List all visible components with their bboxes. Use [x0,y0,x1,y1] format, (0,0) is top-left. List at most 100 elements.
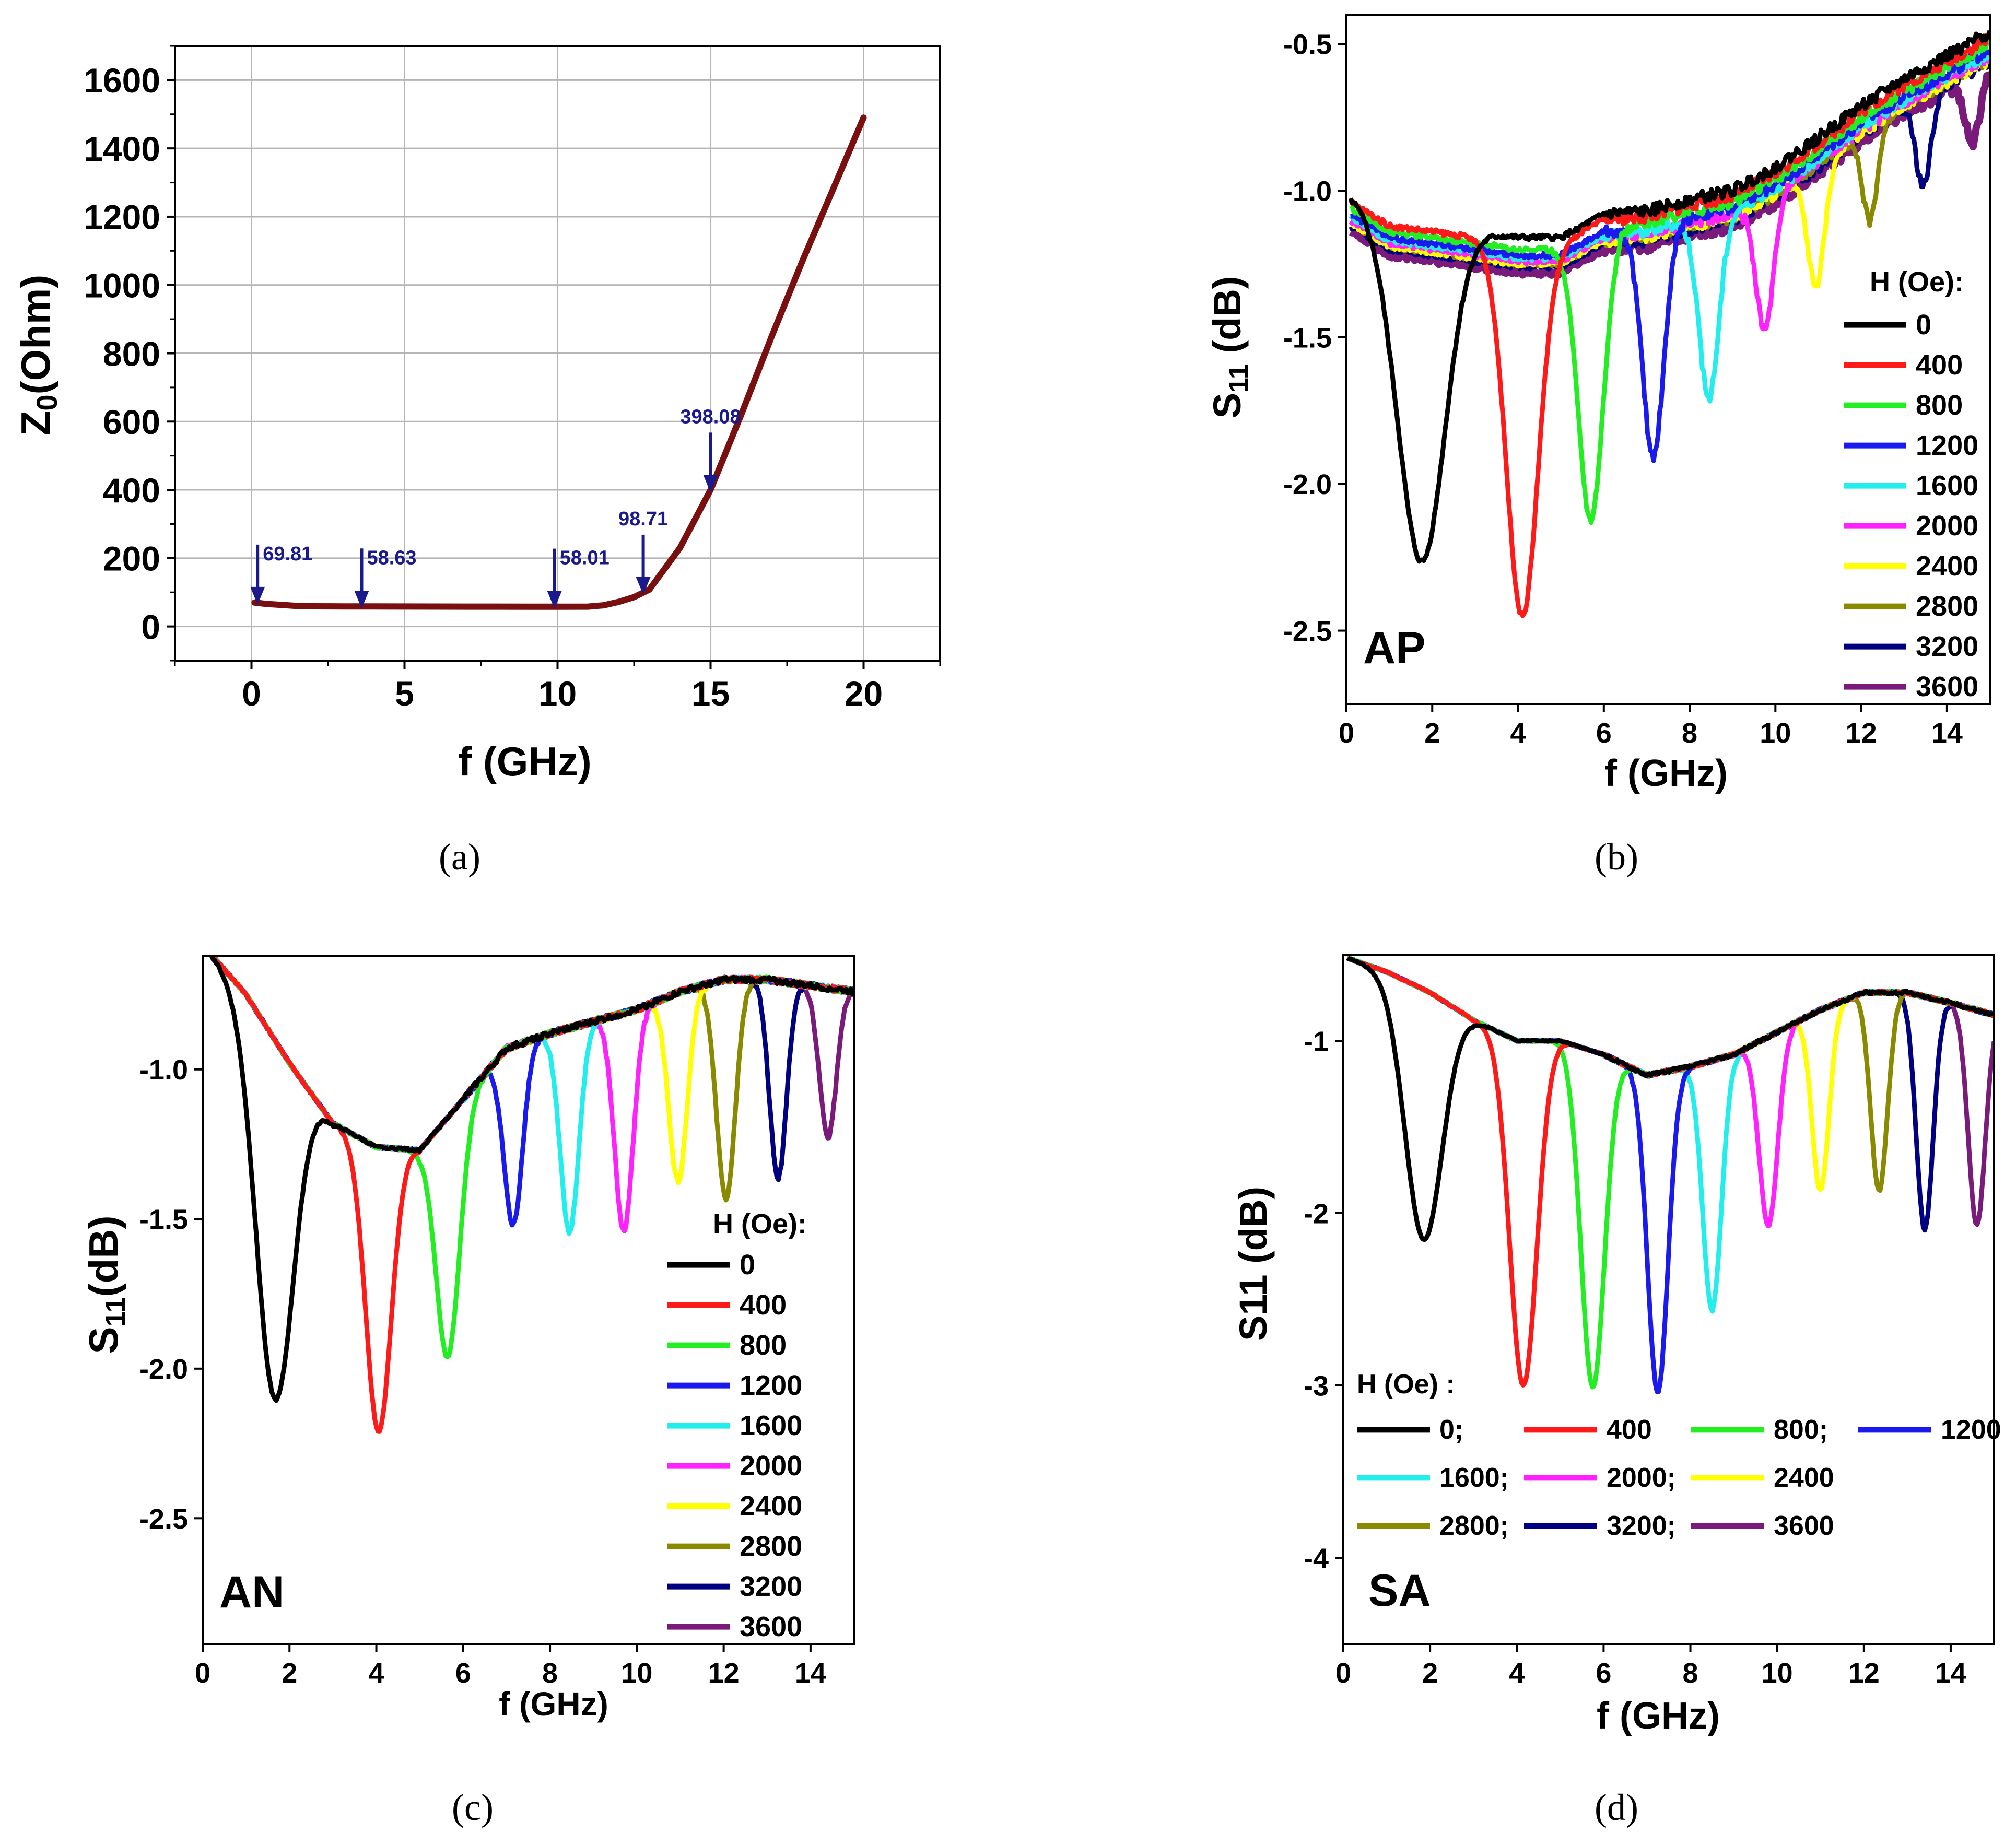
c-legend-label: 3200 [740,1571,802,1602]
d-xtick-label: 0 [1335,1658,1351,1689]
b-legend-label: 2000 [1916,510,1978,542]
c-legend-label: 2400 [740,1490,802,1522]
b-plot-frame [1345,14,1991,705]
b-series-h1600 [1349,49,1990,404]
c-ytick-label: -2.5 [139,1503,188,1535]
c-xtick-label: 2 [282,1658,297,1689]
c-legend-title: H (Oe): [713,1208,807,1240]
d-ytick-label: -3 [1304,1370,1329,1402]
a-xlabel: f (GHz) [458,738,592,784]
a-ytick-label: 600 [103,403,160,441]
d-series-h0 [1346,956,1994,1242]
d-legend-title: H (Oe) : [1357,1369,1455,1400]
panel-c-an-chart: 0 2 4 6 8 10 12 14 -2.5 -2.0 -1.5 -1.0 H (Oe): 0 400 8… [80,955,855,1723]
a-xtick-label: 10 [538,674,577,713]
d-legend-label: 3200; [1607,1511,1676,1541]
d-ylabel: S11 (dB) [1232,1186,1275,1341]
d-series-clip-group [1346,955,1994,1394]
d-legend-label: 2800; [1439,1511,1509,1541]
b-xtick-label: 6 [1596,718,1612,749]
c-legend-label: 3600 [740,1611,802,1642]
c-xtick-label: 10 [621,1658,652,1689]
c-legend-label: 1200 [740,1370,802,1401]
c-xtick-label: 12 [708,1658,740,1689]
b-legend-label: 3600 [1916,671,1978,702]
caption-c: (c) [452,1787,494,1828]
d-legend-label: 0; [1439,1415,1463,1445]
a-ytick-label: 800 [103,334,160,373]
d-axes: 0 2 4 6 8 10 12 14 -4 -3 -2 -1 [1304,954,1995,1689]
b-xtick-label: 14 [1931,718,1963,749]
b-xtick-label: 4 [1510,718,1526,749]
a-annotation-arrowhead [250,586,265,605]
a-annotation-arrowhead [354,591,369,609]
b-xtick-label: 2 [1424,718,1440,749]
b-xlabel: f (GHz) [1604,753,1728,794]
d-xtick-label: 10 [1762,1658,1793,1689]
d-xtick-label: 8 [1683,1658,1698,1689]
c-xtick-label: 8 [542,1658,558,1689]
d-xlabel: f (GHz) [1597,1695,1720,1737]
panel-d-sa-chart: 0 2 4 6 8 10 12 14 -4 -3 -2 -1 H (Oe) : 0; 400 800; 120… [1232,954,2001,1737]
b-legend-label: 0 [1916,309,1931,340]
c-series [207,956,854,1434]
b-legend-label: 1200 [1916,430,1978,461]
a-ytick-label: 200 [103,539,160,578]
a-ytick-label: 1000 [84,266,160,304]
c-xtick-label: 4 [369,1658,384,1689]
caption-b: (b) [1595,836,1638,878]
a-series-z0-line [251,114,867,610]
a-ytick-label: 400 [103,471,160,510]
a-ytick-label: 0 [141,607,160,646]
a-ytick-label: 1400 [84,130,160,168]
b-legend-title: H (Oe): [1870,266,1964,298]
c-ytick-label: -2.0 [139,1354,188,1385]
d-legend-label: 400 [1607,1415,1652,1445]
c-legend-label: 2000 [740,1450,802,1482]
c-legend-label: 0 [740,1249,755,1280]
c-xtick-label: 0 [195,1658,210,1689]
b-panel-label: AP [1363,623,1425,673]
c-ytick-label: -1.0 [139,1054,188,1086]
b-series-h400 [1349,32,1990,618]
a-series [251,114,867,610]
d-xtick-label: 4 [1509,1658,1525,1689]
c-legend-label: 1600 [740,1410,802,1441]
b-legend-label: 1600 [1916,470,1978,501]
d-ytick-label: -4 [1304,1543,1329,1574]
a-grid [175,46,940,661]
a-xtick-label: 15 [691,674,730,713]
a-xtick-label: 0 [242,674,261,713]
c-panel-label: AN [219,1567,284,1617]
d-xtick-label: 12 [1848,1658,1880,1689]
d-legend-label: 3600 [1774,1511,1834,1541]
a-annotation-arrowhead [636,577,651,595]
b-xtick-label: 10 [1760,718,1791,749]
b-legend-label: 800 [1916,390,1963,421]
a-ytick-label: 1600 [84,61,160,100]
b-ytick-label: -1.0 [1283,175,1332,207]
c-ylabel: S11(dB) [80,1215,131,1354]
caption-a: (a) [439,836,480,878]
c-ytick-label: -1.5 [139,1204,188,1236]
c-series-h0 [207,956,854,1403]
c-xlabel: f (GHz) [499,1685,608,1723]
c-series-clip-group [207,956,854,1434]
d-ytick-label: -2 [1304,1198,1329,1229]
a-annotation-label: 69.81 [263,543,312,565]
d-plot-frame [1342,954,1995,1645]
c-xtick-label: 6 [455,1658,471,1689]
d-legend: H (Oe) : 0; 400 800; 1200 1600; 2000; 2400 2800;… [1357,1369,2001,1541]
b-legend-label: 2400 [1916,550,1978,582]
b-legend: H (Oe): 0 400 800 1200 1600 2000 2400 2800 3200 36… [1844,266,1978,702]
d-xtick-label: 6 [1596,1658,1611,1689]
a-ytick-label: 1200 [84,198,160,237]
d-legend-label: 1600; [1439,1463,1509,1493]
b-legend-label: 2800 [1916,591,1978,622]
d-legend-label: 2000; [1607,1463,1676,1493]
c-plot-frame [202,955,855,1645]
c-legend-label: 2800 [740,1531,802,1562]
b-ytick-label: -1.5 [1283,322,1332,354]
